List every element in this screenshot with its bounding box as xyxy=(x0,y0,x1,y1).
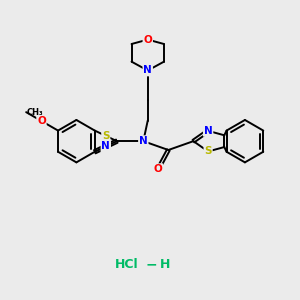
Text: H: H xyxy=(160,258,170,271)
Text: HCl: HCl xyxy=(115,258,138,271)
Text: N: N xyxy=(139,136,148,146)
Text: O: O xyxy=(143,34,152,45)
Text: −: − xyxy=(146,258,157,272)
Text: S: S xyxy=(204,146,212,157)
Text: N: N xyxy=(204,126,212,136)
Text: N: N xyxy=(101,142,110,152)
Text: O: O xyxy=(37,116,46,126)
Text: O: O xyxy=(154,164,162,174)
Text: N: N xyxy=(143,65,152,76)
Text: S: S xyxy=(102,131,110,141)
Text: CH₃: CH₃ xyxy=(26,108,43,117)
